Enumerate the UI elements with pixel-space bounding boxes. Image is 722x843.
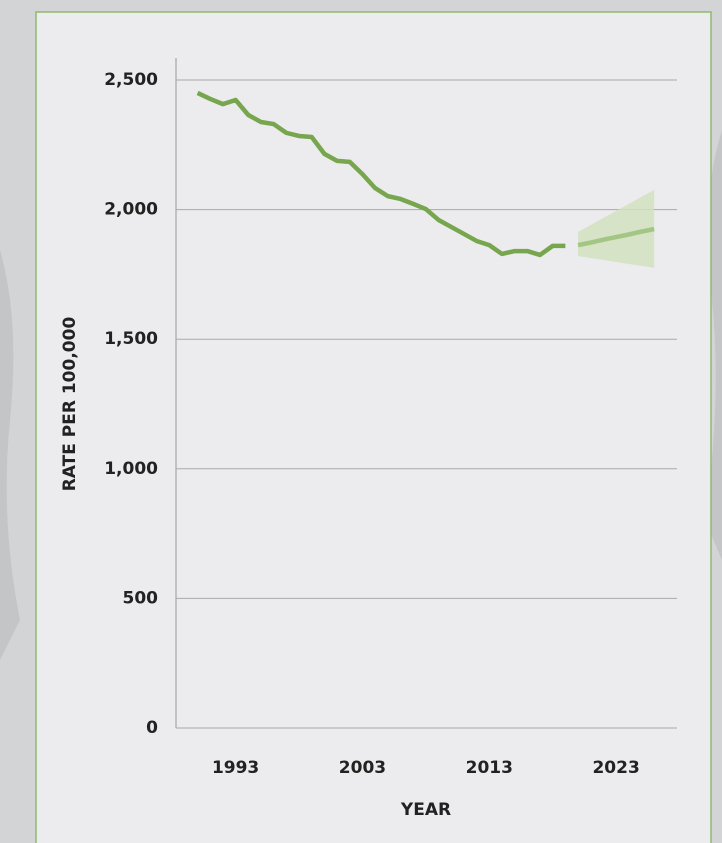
y-axis-title: RATE PER 100,000 [60,317,80,492]
x-tick-label: 1993 [212,758,259,778]
y-tick-label: 2,500 [104,70,158,90]
y-tick-label: 1,000 [104,459,158,479]
x-tick-label: 2003 [339,758,386,778]
background-shape [0,250,20,660]
y-tick-label: 2,000 [104,200,158,220]
x-tick-label: 2023 [592,758,639,778]
chart-panel [35,11,712,843]
y-tick-label: 500 [123,588,159,608]
data-line [577,226,655,248]
x-axis-title: YEAR [400,800,451,820]
x-tick-label: 2013 [466,758,513,778]
confidence-band [578,189,655,268]
y-tick-label: 1,500 [104,329,158,349]
y-tick-label: 0 [146,718,158,738]
data-line [196,90,566,258]
